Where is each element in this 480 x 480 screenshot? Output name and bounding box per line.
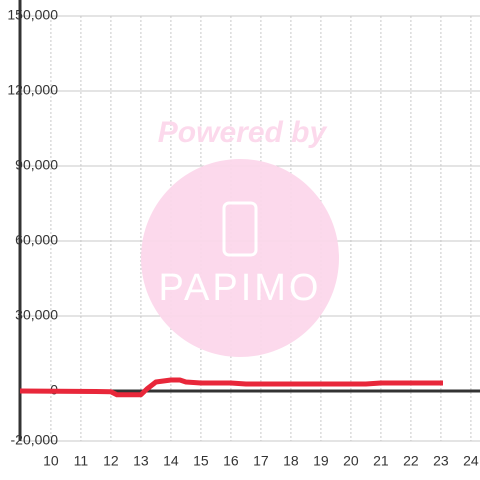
watermark: Powered by PAPIMO bbox=[141, 116, 339, 357]
x-tick-label: 22 bbox=[403, 453, 419, 469]
watermark-circle bbox=[141, 159, 339, 357]
x-tick-label: 16 bbox=[223, 453, 239, 469]
watermark-phone bbox=[222, 201, 258, 257]
x-tick-label: 24 bbox=[463, 453, 479, 469]
y-tick-label: 90,000 bbox=[15, 157, 58, 173]
x-tick-label: 14 bbox=[163, 453, 179, 469]
x-tick-label: 19 bbox=[313, 453, 329, 469]
x-tick-label: 20 bbox=[343, 453, 359, 469]
y-tick-label: 150,000 bbox=[7, 7, 58, 23]
watermark-text: Powered by bbox=[158, 116, 328, 149]
x-tick-label: 11 bbox=[74, 453, 89, 469]
line-series bbox=[19, 377, 443, 398]
x-tick-label: 21 bbox=[373, 453, 389, 469]
x-tick-label: 18 bbox=[283, 453, 299, 469]
x-tick-label: 23 bbox=[433, 453, 449, 469]
y-tick-label: 30,000 bbox=[15, 307, 58, 323]
y-tick-label: 60,000 bbox=[15, 232, 58, 248]
x-tick-label: 12 bbox=[103, 453, 119, 469]
x-tick-label: 17 bbox=[253, 453, 269, 469]
y-tick-label: -20,000 bbox=[11, 432, 59, 448]
watermark-logo: PAPIMO bbox=[159, 267, 322, 309]
x-tick-label: 15 bbox=[193, 453, 209, 469]
y-tick-label: 120,000 bbox=[7, 82, 58, 98]
x-tick-label: 10 bbox=[43, 453, 59, 469]
x-tick-label: 13 bbox=[133, 453, 149, 469]
